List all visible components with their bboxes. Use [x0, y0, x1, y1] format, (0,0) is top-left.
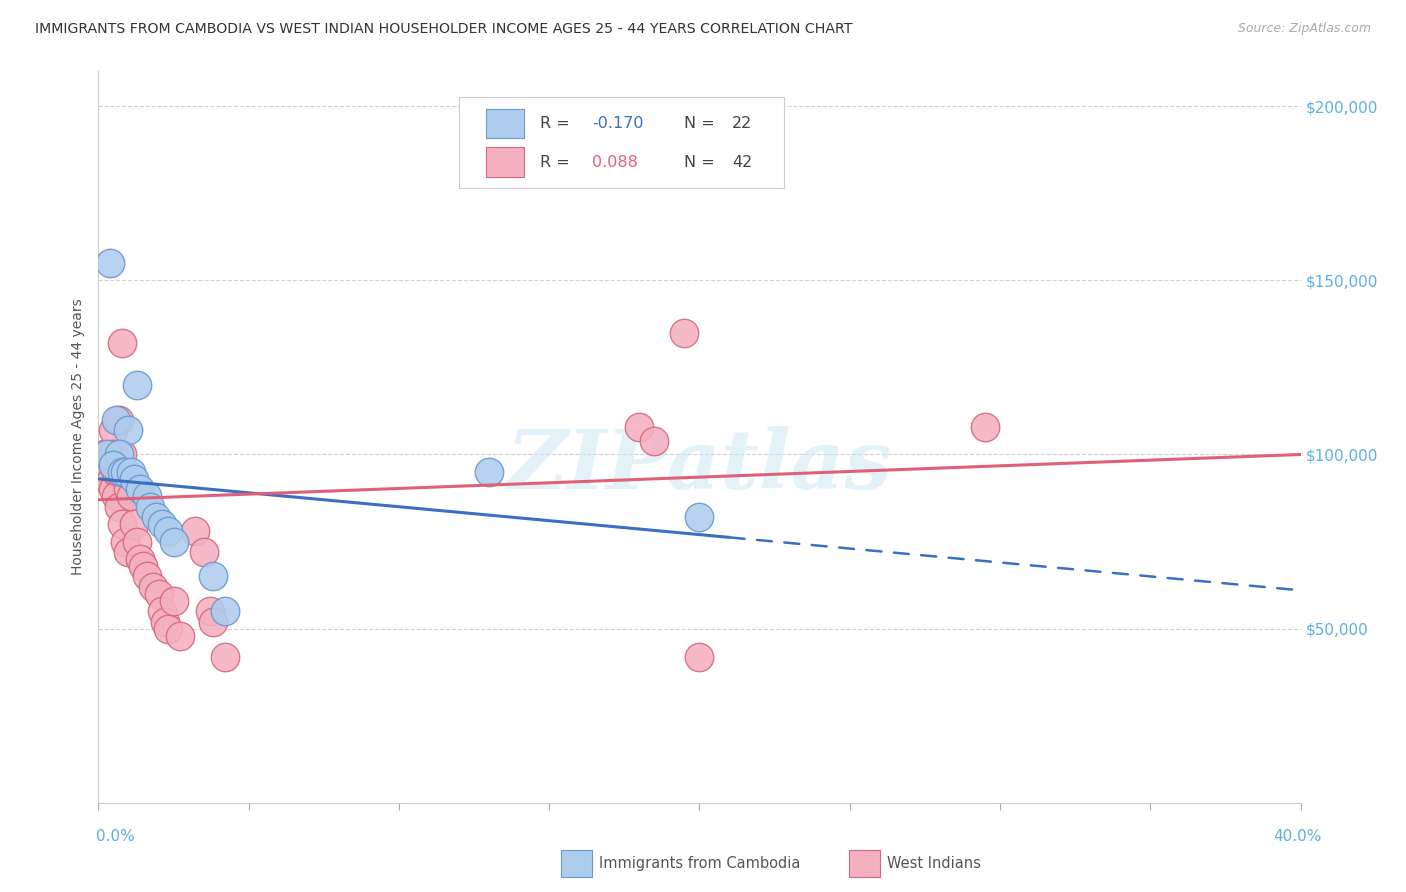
Point: [974, 419, 997, 434]
Point: [117, 423, 139, 437]
Point: [193, 545, 215, 559]
Point: [138, 500, 160, 514]
Point: [214, 604, 236, 618]
Point: [643, 434, 665, 448]
Point: [689, 510, 711, 524]
Point: [103, 448, 125, 462]
FancyBboxPatch shape: [458, 97, 783, 188]
Point: [121, 465, 143, 479]
Point: [103, 483, 125, 497]
Point: [153, 615, 176, 629]
Point: [150, 604, 173, 618]
Point: [148, 587, 170, 601]
Point: [169, 629, 191, 643]
Text: Source: ZipAtlas.com: Source: ZipAtlas.com: [1237, 22, 1371, 36]
Point: [156, 524, 179, 538]
Point: [96, 454, 118, 468]
Point: [100, 256, 122, 270]
Text: -0.170: -0.170: [592, 116, 644, 131]
Text: West Indians: West Indians: [887, 856, 981, 871]
Point: [108, 412, 131, 426]
Text: R =: R =: [540, 154, 575, 169]
Point: [183, 524, 205, 538]
Point: [129, 552, 152, 566]
Point: [628, 419, 651, 434]
Point: [127, 377, 149, 392]
Point: [100, 475, 122, 490]
Point: [135, 569, 157, 583]
Point: [198, 604, 221, 618]
Point: [105, 465, 128, 479]
Point: [121, 489, 143, 503]
Text: 22: 22: [733, 116, 752, 131]
Point: [114, 465, 136, 479]
Point: [214, 649, 236, 664]
Text: 0.088: 0.088: [592, 154, 638, 169]
Point: [145, 510, 167, 524]
Point: [124, 517, 146, 532]
Text: N =: N =: [683, 116, 720, 131]
Point: [478, 465, 501, 479]
Point: [117, 545, 139, 559]
Text: 40.0%: 40.0%: [1274, 830, 1322, 844]
Point: [100, 465, 122, 479]
Point: [673, 326, 696, 340]
Point: [689, 649, 711, 664]
Point: [111, 465, 134, 479]
Point: [201, 615, 224, 629]
Point: [156, 622, 179, 636]
Point: [135, 489, 157, 503]
Point: [127, 534, 149, 549]
Point: [111, 336, 134, 351]
Point: [117, 483, 139, 497]
Point: [105, 412, 128, 426]
Point: [111, 517, 134, 532]
Point: [150, 517, 173, 532]
Point: [141, 580, 163, 594]
Point: [108, 500, 131, 514]
Text: N =: N =: [683, 154, 720, 169]
FancyBboxPatch shape: [485, 147, 524, 177]
Point: [103, 458, 125, 472]
Point: [162, 594, 184, 608]
Point: [96, 448, 118, 462]
Point: [201, 569, 224, 583]
Text: Immigrants from Cambodia: Immigrants from Cambodia: [599, 856, 800, 871]
Point: [108, 448, 131, 462]
Point: [105, 489, 128, 503]
FancyBboxPatch shape: [485, 109, 524, 138]
Text: IMMIGRANTS FROM CAMBODIA VS WEST INDIAN HOUSEHOLDER INCOME AGES 25 - 44 YEARS CO: IMMIGRANTS FROM CAMBODIA VS WEST INDIAN …: [35, 22, 852, 37]
Point: [132, 558, 155, 573]
Text: ZIPatlas: ZIPatlas: [506, 426, 893, 507]
Point: [103, 423, 125, 437]
Text: R =: R =: [540, 116, 575, 131]
Point: [108, 465, 131, 479]
Point: [162, 534, 184, 549]
Point: [129, 483, 152, 497]
Y-axis label: Householder Income Ages 25 - 44 years: Householder Income Ages 25 - 44 years: [72, 299, 86, 575]
Text: 42: 42: [733, 154, 752, 169]
Text: 0.0%: 0.0%: [96, 830, 135, 844]
Point: [124, 472, 146, 486]
Point: [114, 465, 136, 479]
Point: [93, 448, 115, 462]
Point: [111, 448, 134, 462]
Point: [114, 534, 136, 549]
